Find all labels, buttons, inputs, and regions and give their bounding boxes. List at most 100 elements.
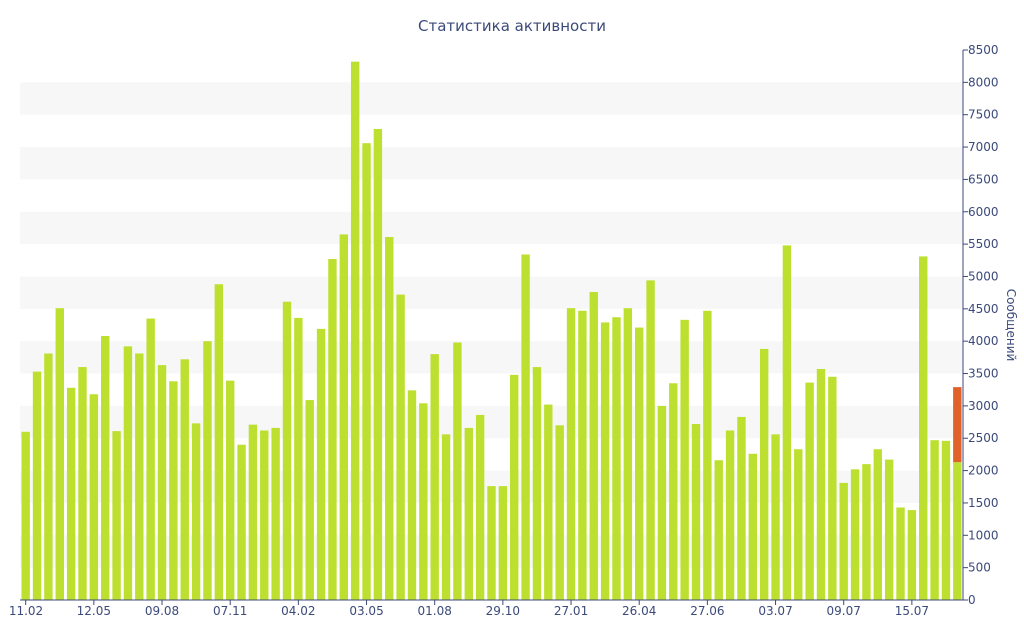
bar[interactable] — [78, 367, 87, 600]
bar[interactable] — [623, 308, 633, 600]
bar[interactable] — [89, 394, 99, 600]
bar[interactable] — [544, 404, 553, 600]
bar[interactable] — [373, 128, 383, 601]
bar[interactable] — [180, 359, 189, 600]
bar[interactable] — [441, 434, 451, 600]
bar[interactable] — [66, 387, 76, 600]
chart-title: Статистика активности — [418, 17, 606, 35]
bar[interactable] — [646, 280, 655, 600]
bar[interactable] — [396, 294, 405, 600]
y-tick-label: 1500 — [968, 496, 999, 510]
bar[interactable] — [884, 459, 894, 600]
bar[interactable] — [941, 440, 951, 600]
bar[interactable] — [612, 317, 621, 600]
bar[interactable] — [169, 381, 178, 600]
bar[interactable] — [430, 354, 439, 600]
x-tick-label: 12.05 — [77, 604, 111, 618]
bar[interactable] — [146, 318, 155, 600]
bar[interactable] — [919, 256, 928, 600]
bar[interactable] — [44, 353, 53, 600]
bar[interactable] — [123, 346, 133, 600]
bar[interactable] — [714, 460, 723, 600]
bar[interactable] — [657, 405, 667, 600]
bar[interactable] — [157, 365, 167, 600]
bar[interactable] — [112, 431, 121, 600]
bar[interactable] — [225, 380, 235, 600]
grid-band — [20, 147, 963, 180]
bar[interactable] — [294, 317, 303, 600]
bar[interactable] — [55, 308, 64, 600]
bar[interactable] — [873, 449, 882, 600]
bar[interactable] — [634, 327, 644, 600]
bar[interactable] — [555, 425, 564, 600]
bar[interactable] — [407, 390, 417, 600]
bar[interactable] — [487, 486, 496, 600]
x-tick-label: 07.11 — [213, 604, 247, 618]
bar[interactable] — [32, 371, 42, 600]
bar[interactable] — [725, 430, 735, 600]
bar[interactable] — [828, 376, 837, 600]
bar[interactable] — [248, 424, 258, 600]
bar[interactable] — [737, 416, 746, 600]
bar[interactable] — [282, 301, 292, 600]
bar[interactable] — [805, 382, 814, 600]
bar[interactable] — [759, 348, 769, 600]
bar[interactable] — [271, 427, 280, 600]
bar[interactable] — [669, 383, 678, 600]
bar[interactable] — [101, 336, 110, 600]
y-tick-label: 0 — [968, 593, 976, 607]
y-tick-label: 5000 — [968, 269, 999, 283]
bar[interactable] — [453, 342, 462, 600]
bar[interactable] — [260, 430, 269, 600]
bar[interactable] — [316, 328, 326, 600]
bar[interactable] — [589, 292, 598, 600]
bar[interactable] — [930, 440, 939, 600]
y-tick-label: 2000 — [968, 464, 999, 478]
bar[interactable] — [305, 400, 314, 600]
bar[interactable] — [464, 427, 473, 600]
bar-highlight-segment[interactable] — [953, 387, 962, 463]
bar[interactable] — [21, 431, 30, 600]
bar[interactable] — [135, 353, 144, 600]
y-tick-label: 3500 — [968, 367, 999, 381]
bar[interactable] — [532, 367, 542, 600]
y-tick-label: 4000 — [968, 334, 999, 348]
bar[interactable] — [600, 322, 610, 600]
bar[interactable] — [680, 319, 689, 600]
bar[interactable] — [237, 444, 246, 600]
x-tick-label: 15.07 — [895, 604, 929, 618]
bar[interactable] — [839, 482, 848, 600]
bar[interactable] — [896, 507, 905, 600]
bar[interactable] — [782, 245, 792, 601]
bar[interactable] — [703, 310, 712, 600]
bar[interactable] — [475, 414, 485, 600]
x-tick-label: 29.10 — [486, 604, 520, 618]
bar[interactable] — [498, 486, 508, 600]
bar[interactable] — [350, 61, 360, 601]
bar[interactable] — [328, 259, 337, 600]
grid-band — [20, 341, 963, 374]
bar[interactable] — [862, 464, 871, 600]
bar[interactable] — [362, 143, 371, 601]
bar[interactable] — [691, 424, 701, 600]
bar[interactable] — [385, 237, 394, 600]
bar[interactable] — [566, 308, 576, 600]
bar[interactable] — [953, 462, 962, 600]
bar[interactable] — [748, 453, 758, 600]
bar[interactable] — [850, 469, 860, 600]
bar[interactable] — [419, 403, 428, 600]
bar[interactable] — [907, 510, 917, 600]
bar[interactable] — [510, 374, 519, 600]
bar[interactable] — [816, 369, 826, 600]
bar[interactable] — [794, 449, 803, 600]
bar[interactable] — [339, 234, 349, 601]
bar[interactable] — [578, 310, 587, 600]
bar[interactable] — [191, 423, 201, 600]
bar[interactable] — [214, 284, 224, 600]
bar[interactable] — [203, 341, 212, 600]
y-axis-title: Сообщений — [1004, 289, 1018, 362]
bar[interactable] — [521, 254, 530, 600]
bar[interactable] — [771, 434, 780, 600]
y-tick-label: 8000 — [968, 75, 999, 89]
